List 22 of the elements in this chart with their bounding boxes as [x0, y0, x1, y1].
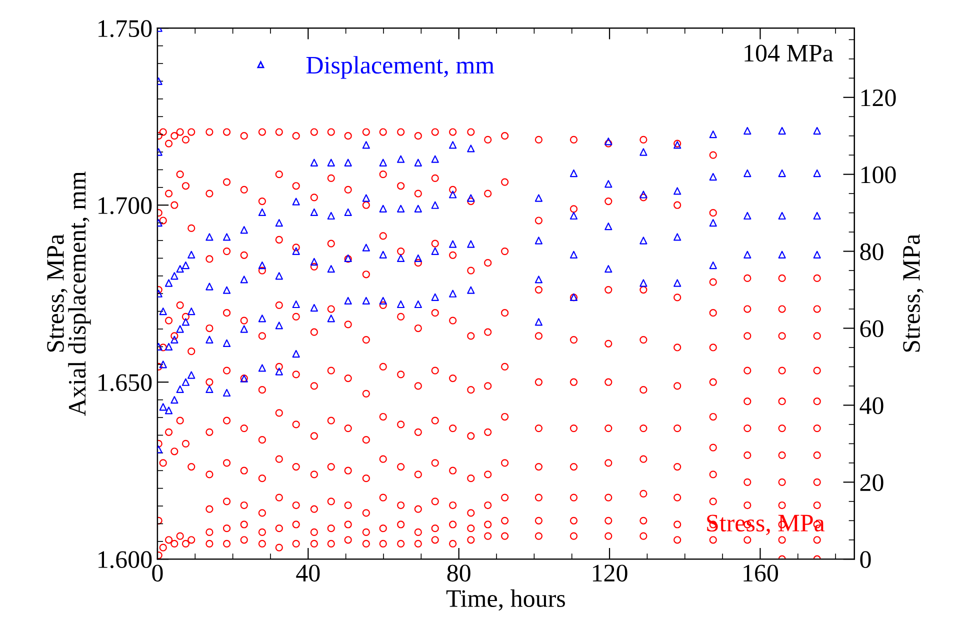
y2-tick-label: 40 [860, 397, 884, 414]
x-tick-label: 120 [592, 564, 628, 582]
x-tick-label: 160 [744, 564, 778, 582]
y-tick-label: 1.600 [98, 551, 152, 568]
y2-tick-label: 120 [861, 89, 896, 106]
y-axis-title: Stress, MPa Axial displacement, mm [47, 171, 91, 416]
y2-tick-label: 20 [860, 474, 884, 492]
y2-tick-label: 0 [860, 551, 871, 568]
y2-tick-label: 80 [860, 243, 884, 260]
annotation: 104 MPa [744, 44, 834, 62]
x-tick-label: 0 [152, 564, 163, 582]
y2-tick-label: 100 [861, 166, 896, 184]
series-label: Stress, MPa [707, 514, 825, 536]
legend-label: Displacement, mm [306, 56, 494, 79]
x-tick-label: 40 [296, 564, 320, 582]
y-tick-label: 1.700 [98, 197, 152, 214]
x-axis-title: Time, hours [446, 589, 565, 611]
y2-axis-title: Stress, MPa [903, 234, 924, 352]
y2-tick-label: 60 [860, 320, 884, 338]
x-tick-label: 80 [447, 564, 470, 582]
y-tick-label: 1.750 [98, 20, 152, 38]
y-tick-label: 1.650 [98, 374, 152, 392]
